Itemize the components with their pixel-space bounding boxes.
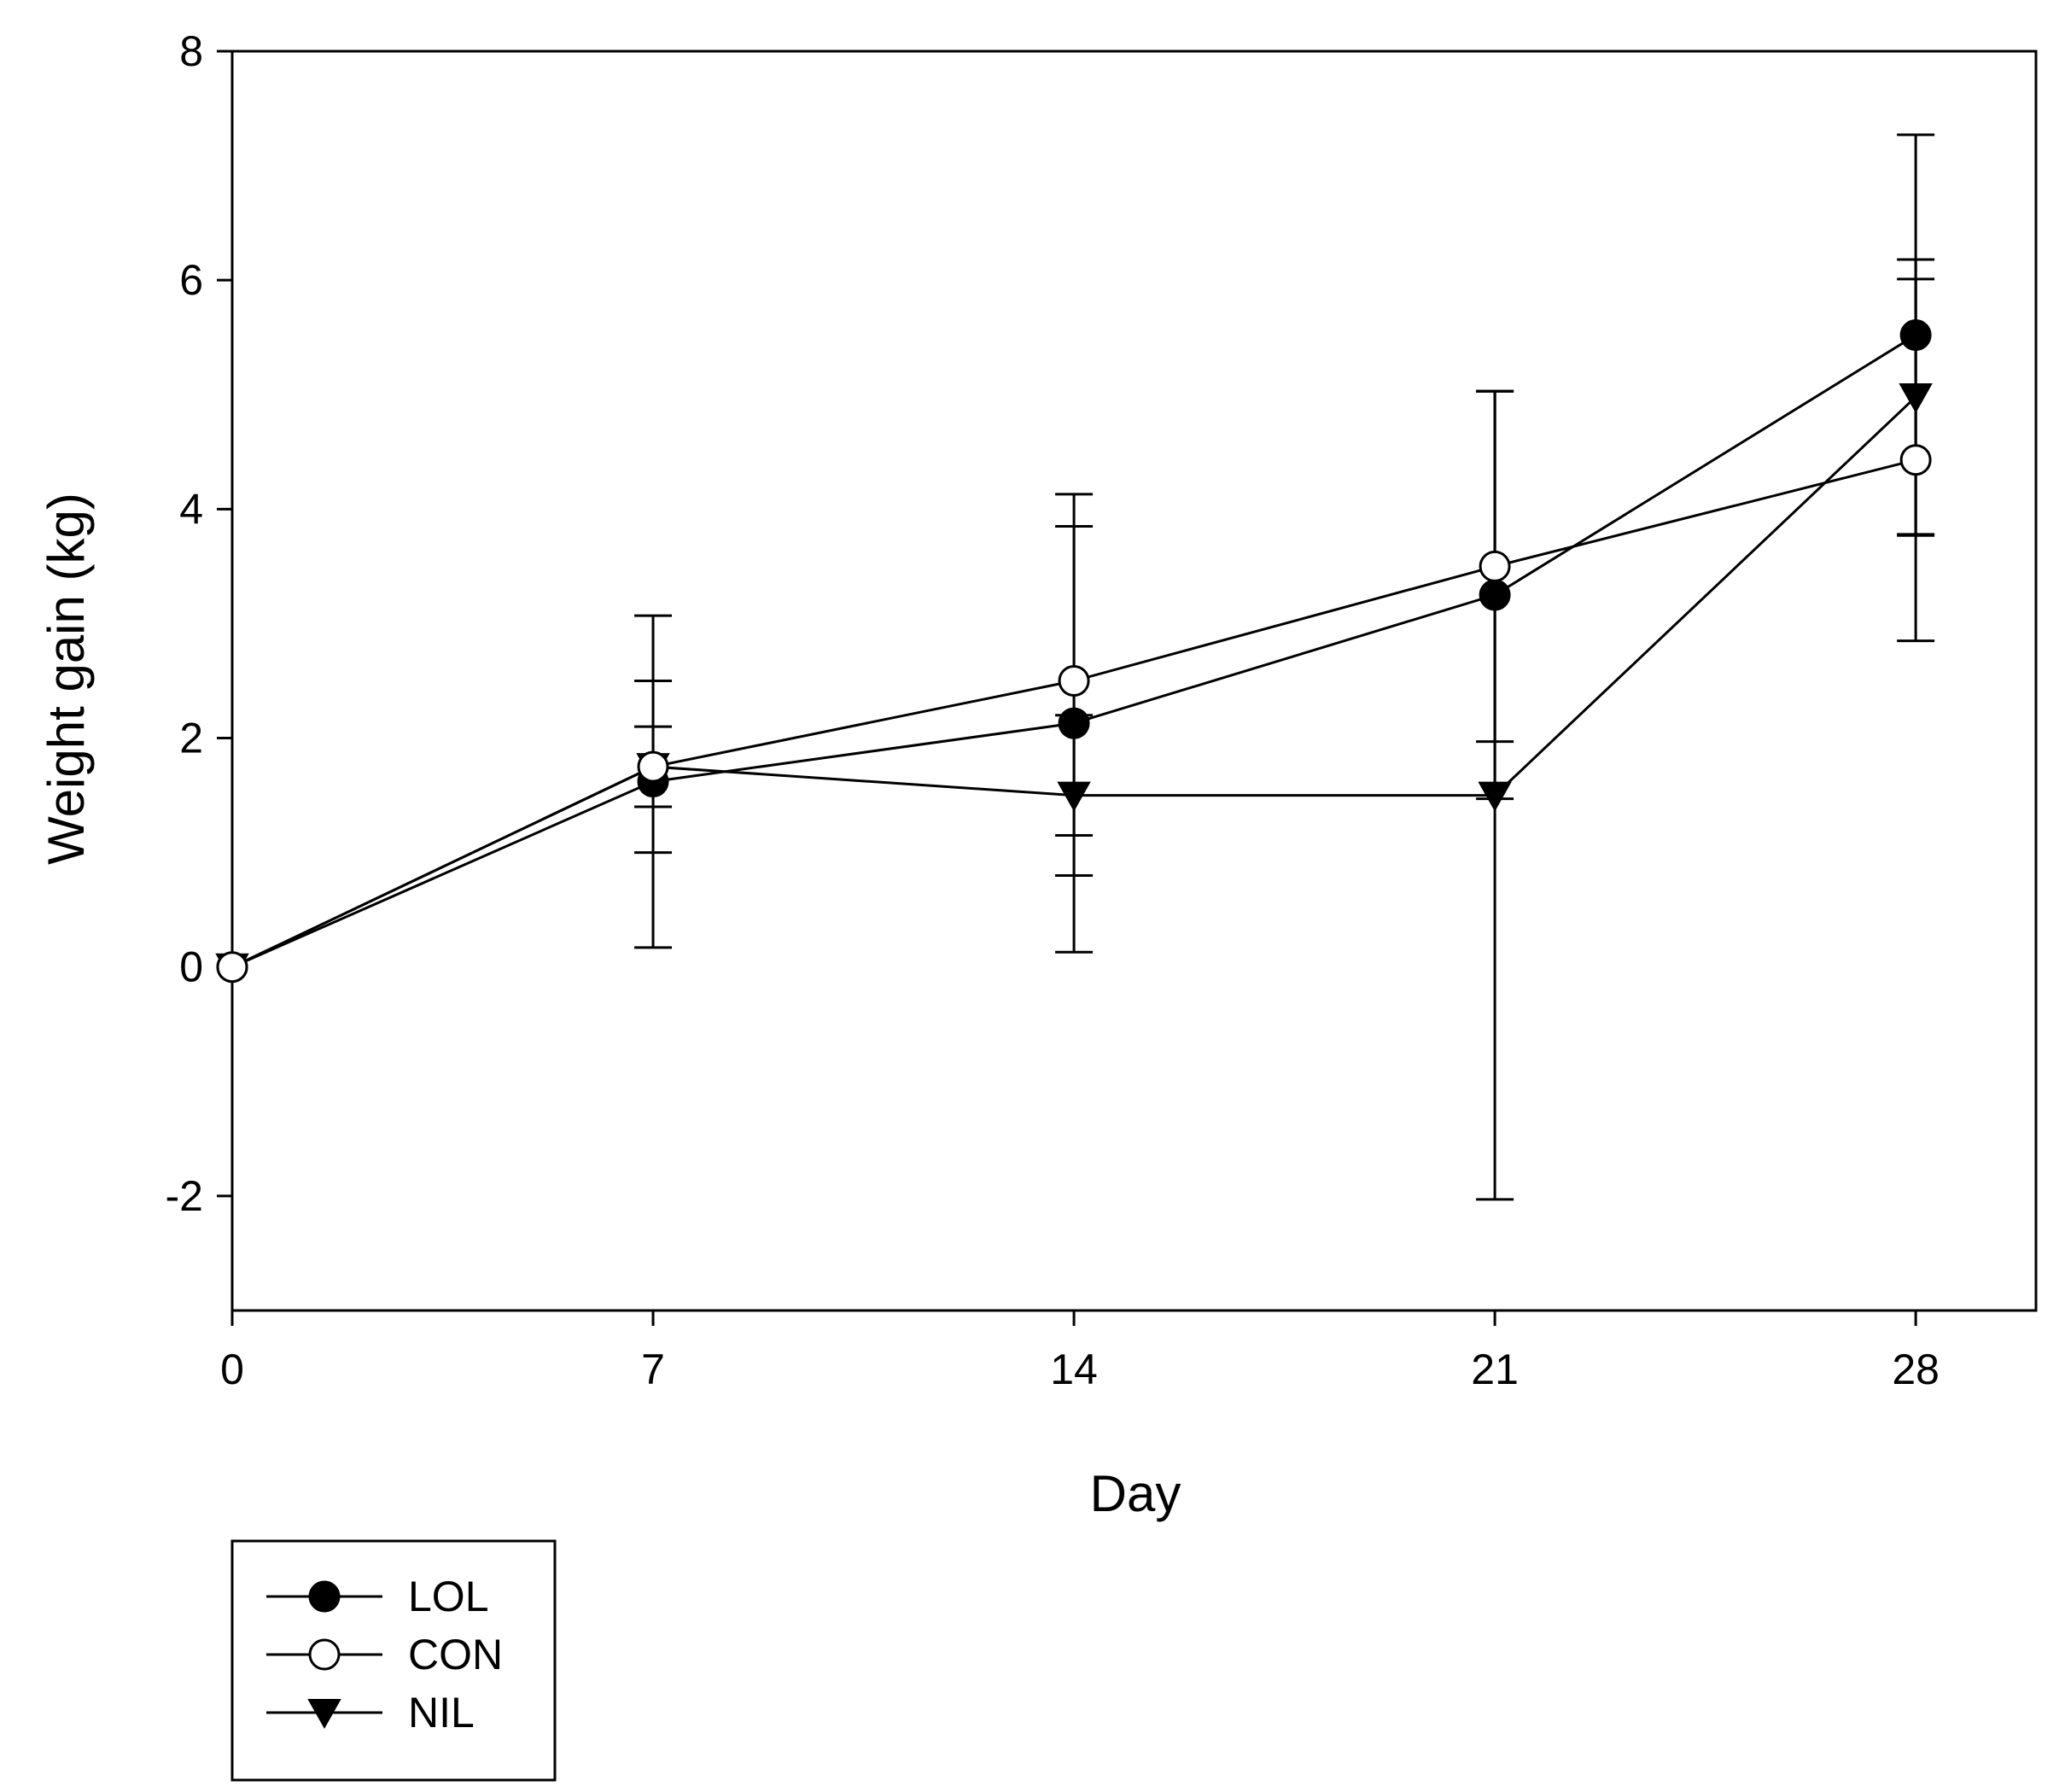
legend-label-lol: LOL (408, 1573, 489, 1620)
y-axis-title: Weight gain (kg) (38, 493, 95, 865)
x-tick-label: 28 (1892, 1345, 1940, 1393)
data-point-lol (1479, 579, 1511, 611)
legend-label-con: CON (408, 1631, 503, 1678)
y-tick-label: 6 (179, 256, 203, 304)
y-tick-label: 8 (179, 27, 203, 75)
y-tick-label: 0 (179, 943, 203, 991)
data-point-nil (1899, 382, 1933, 413)
markers-con (216, 444, 1932, 984)
legend-box (230, 1539, 557, 1782)
series-layer (215, 133, 1935, 1201)
legend: LOL CON NIL (230, 1539, 557, 1782)
legend-label-nil: NIL (408, 1689, 475, 1737)
x-axis-title: Day (1090, 1465, 1181, 1522)
legend-marker-lol (308, 1580, 341, 1613)
x-tick-label: 7 (641, 1345, 665, 1393)
y-axis: -2 0 2 4 6 8 (166, 27, 232, 1220)
data-point-con (1058, 665, 1090, 697)
legend-marker-con (308, 1638, 341, 1671)
y-tick-label: 2 (179, 715, 203, 762)
data-point-lol (1058, 707, 1090, 739)
error-bars-con (634, 277, 1935, 855)
data-point-con (1899, 444, 1932, 476)
x-tick-label: 0 (220, 1345, 244, 1393)
data-point-lol (1899, 319, 1932, 352)
plot-border (230, 50, 2038, 1312)
data-point-con (637, 750, 669, 783)
y-tick-label: 4 (179, 485, 203, 533)
data-point-nil (1057, 781, 1091, 812)
y-tick-label: -2 (166, 1172, 203, 1220)
data-point-con (216, 951, 248, 984)
x-axis: 0 7 14 21 28 (220, 1310, 1940, 1393)
error-bars-lol (634, 133, 1935, 954)
legend-marker-nil (307, 1699, 341, 1730)
data-point-nil (1478, 781, 1512, 812)
x-tick-label: 21 (1471, 1345, 1519, 1393)
x-tick-label: 14 (1050, 1345, 1098, 1393)
data-point-con (1479, 550, 1511, 582)
plot-frame (230, 50, 2038, 1312)
